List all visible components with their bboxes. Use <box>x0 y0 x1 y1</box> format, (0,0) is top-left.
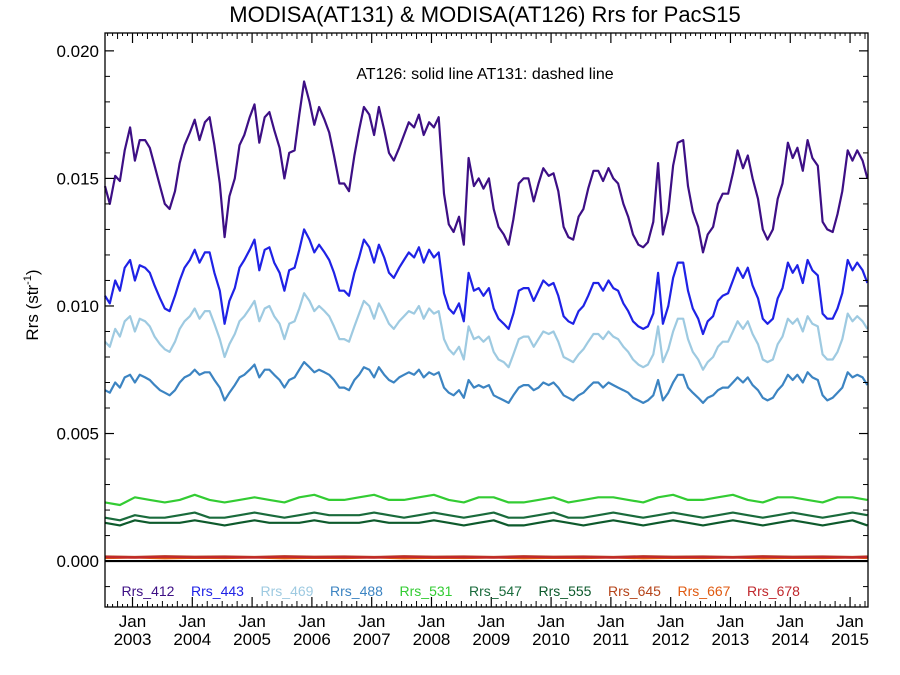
y-axis-label-superscript: -1 <box>22 275 34 285</box>
x-tick-year-label: 2006 <box>293 630 331 649</box>
x-tick-year-label: 2012 <box>652 630 690 649</box>
x-tick-year-label: 2003 <box>114 630 152 649</box>
x-tick-year-label: 2004 <box>173 630 211 649</box>
x-tick-month-label: Jan <box>777 612 804 631</box>
x-tick-month-label: Jan <box>537 612 564 631</box>
series-line-rrs-678 <box>104 555 868 559</box>
legend-item-rrs-443: Rrs_443 <box>191 583 244 599</box>
y-tick-label: 0.020 <box>56 42 99 61</box>
x-tick-year-label: 2015 <box>831 630 869 649</box>
x-tick-month-label: Jan <box>597 612 624 631</box>
y-tick-label: 0.000 <box>56 552 99 571</box>
x-axis-ticks: Jan2003Jan2004Jan2005Jan2006Jan2007Jan20… <box>107 33 869 649</box>
legend-item-rrs-547: Rrs_547 <box>469 583 522 599</box>
x-tick-month-label: Jan <box>478 612 505 631</box>
x-tick-month-label: Jan <box>238 612 265 631</box>
series-lines <box>103 80 869 560</box>
y-tick-label: 0.010 <box>56 297 99 316</box>
series-line-rrs-555 <box>104 519 868 527</box>
y-axis-label-main: Rrs (str <box>23 285 42 341</box>
chart-title: MODISA(AT131) & MODISA(AT126) Rrs for Pa… <box>229 2 740 27</box>
x-tick-year-label: 2007 <box>353 630 391 649</box>
legend-item-rrs-667: Rrs_667 <box>678 583 731 599</box>
x-tick-month-label: Jan <box>119 612 146 631</box>
y-axis-label-close: ) <box>23 269 42 275</box>
series-line-rrs-412 <box>103 80 869 254</box>
y-axis-ticks: 0.000 0.005 0.010 0.015 0.020 <box>56 42 868 588</box>
y-tick-label: 0.005 <box>56 425 99 444</box>
y-axis-label-text: Rrs (str-1) <box>22 269 42 340</box>
series-line-rrs-469 <box>104 292 869 371</box>
x-tick-month-label: Jan <box>358 612 385 631</box>
legend: Rrs_412 Rrs_443 Rrs_469 Rrs_488 Rrs_531 Rrs_5… <box>122 583 801 599</box>
legend-item-rrs-488: Rrs_488 <box>330 583 383 599</box>
x-tick-month-label: Jan <box>717 612 744 631</box>
x-tick-month-label: Jan <box>179 612 206 631</box>
x-tick-month-label: Jan <box>657 612 684 631</box>
x-tick-year-label: 2005 <box>233 630 271 649</box>
y-axis-label: Rrs (str-1) <box>22 269 42 340</box>
legend-item-rrs-678: Rrs_678 <box>747 583 800 599</box>
legend-item-rrs-555: Rrs_555 <box>539 583 592 599</box>
legend-item-rrs-531: Rrs_531 <box>400 583 453 599</box>
legend-item-rrs-412: Rrs_412 <box>122 583 175 599</box>
x-tick-month-label: Jan <box>298 612 325 631</box>
x-tick-year-label: 2014 <box>771 630 809 649</box>
legend-item-rrs-469: Rrs_469 <box>261 583 314 599</box>
x-tick-year-label: 2008 <box>413 630 451 649</box>
x-tick-year-label: 2009 <box>472 630 510 649</box>
x-tick-year-label: 2010 <box>532 630 570 649</box>
series-line-rrs-443 <box>104 228 869 336</box>
x-tick-month-label: Jan <box>836 612 863 631</box>
series-line-rrs-488 <box>104 361 869 404</box>
line-style-annotation: AT126: solid line AT131: dashed line <box>356 66 613 83</box>
series-line-rrs-531 <box>104 493 868 507</box>
series-line-rrs-547 <box>104 511 868 522</box>
x-tick-month-label: Jan <box>418 612 445 631</box>
legend-item-rrs-645: Rrs_645 <box>608 583 661 599</box>
x-tick-year-label: 2011 <box>593 630 630 649</box>
x-tick-year-label: 2013 <box>712 630 750 649</box>
y-tick-label: 0.015 <box>56 169 99 188</box>
